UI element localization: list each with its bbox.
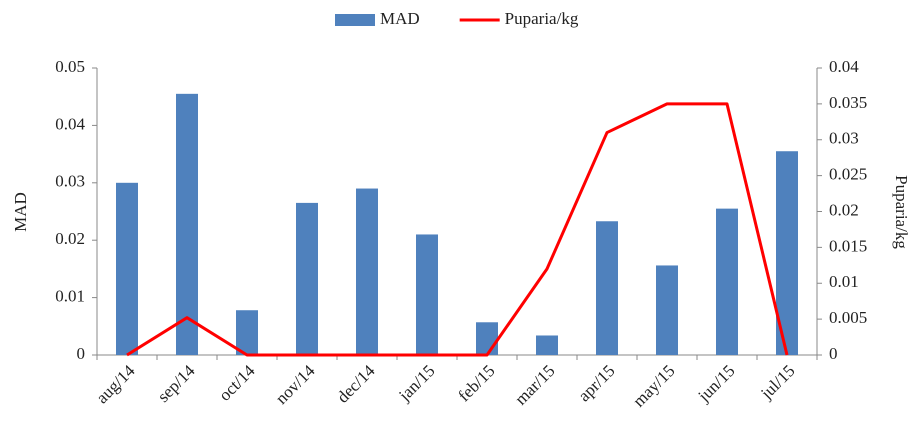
y-tick-label: 0.05	[55, 57, 85, 76]
y2-tick-label: 0	[829, 344, 838, 363]
x-tick-label: jun/15	[694, 361, 739, 406]
y2-tick-label: 0.04	[829, 57, 859, 76]
x-tick-label: feb/15	[454, 361, 498, 405]
y-tick-label: 0.03	[55, 172, 85, 191]
bar	[236, 310, 258, 355]
y2-tick-label: 0.025	[829, 165, 867, 184]
bar	[416, 234, 438, 355]
y2-tick-label: 0.015	[829, 236, 867, 255]
x-tick-label: nov/14	[272, 361, 319, 408]
bar	[776, 151, 798, 355]
y-axis-label: MAD	[11, 192, 30, 232]
x-tick-label: sep/14	[154, 361, 199, 406]
x-tick-label: apr/15	[574, 361, 618, 405]
y2-tick-label: 0.005	[829, 308, 867, 327]
bar	[116, 182, 138, 355]
y-tick-label: 0	[77, 344, 86, 363]
bar	[536, 335, 558, 355]
y-tick-label: 0.04	[55, 114, 85, 133]
legend-label: Puparia/kg	[505, 9, 579, 28]
x-tick-label: jan/15	[394, 361, 438, 405]
x-tick-label: may/15	[629, 361, 678, 410]
bar	[356, 188, 378, 355]
bar	[296, 202, 318, 355]
y2-tick-label: 0.01	[829, 272, 859, 291]
legend-swatch	[335, 14, 375, 26]
line	[126, 102, 789, 357]
legend-label: MAD	[380, 9, 420, 28]
x-tick-label: jul/15	[756, 361, 798, 403]
x-tick-label: dec/14	[333, 361, 379, 407]
y2-tick-label: 0.02	[829, 200, 859, 219]
x-tick-label: aug/14	[92, 361, 139, 408]
bar	[716, 208, 738, 355]
x-tick-label: mar/15	[511, 361, 558, 408]
x-tick-label: oct/14	[215, 361, 259, 405]
y-tick-label: 0.02	[55, 229, 85, 248]
bar	[656, 265, 678, 355]
bar	[476, 322, 498, 355]
bar	[176, 93, 198, 355]
y2-tick-label: 0.03	[829, 129, 859, 148]
y2-axis-label: Puparia/kg	[892, 175, 911, 249]
y-tick-label: 0.01	[55, 287, 85, 306]
y2-tick-label: 0.035	[829, 93, 867, 112]
bar	[596, 221, 618, 355]
